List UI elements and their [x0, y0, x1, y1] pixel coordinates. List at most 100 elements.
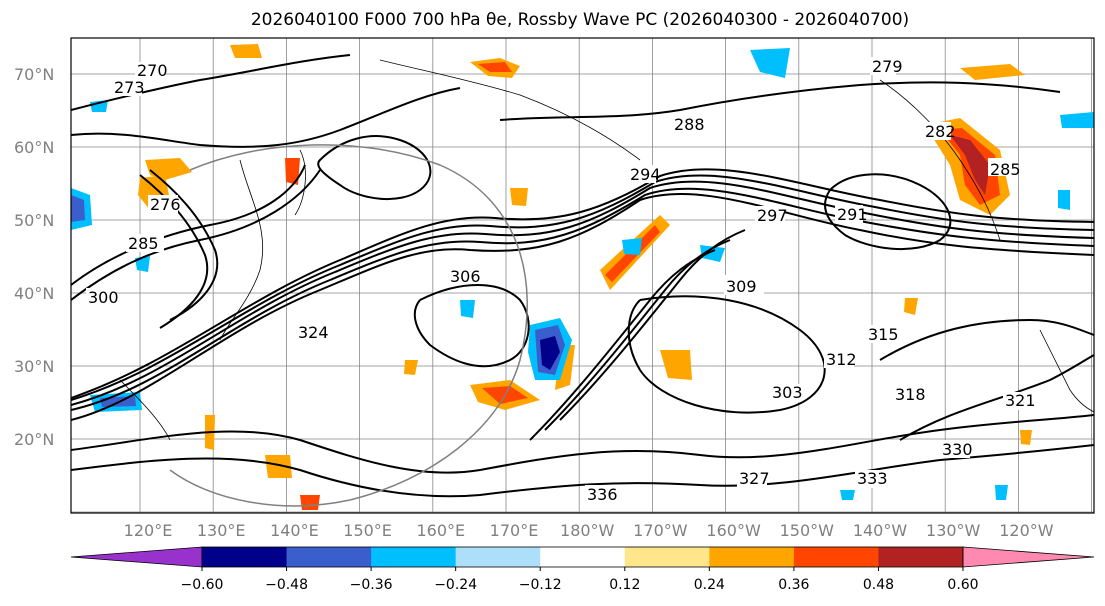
colorbar-tick-label: 0.24	[694, 577, 725, 593]
map-frame	[70, 37, 1095, 514]
warm-anomaly-shade	[285, 158, 300, 185]
lon-label: 130°W	[926, 521, 981, 540]
colorbar-segment	[878, 547, 964, 567]
contour-label: 294	[630, 165, 661, 184]
contour-label: 306	[450, 267, 481, 286]
cold-anomaly-shade	[540, 336, 560, 370]
colorbar-tick-label: 0.12	[609, 577, 640, 593]
cold-anomaly-shade	[1060, 112, 1094, 128]
warm-anomaly-shade	[950, 135, 990, 195]
colorbar-segment	[286, 547, 372, 567]
warm-anomaly-shade	[904, 298, 918, 315]
cold-anomaly-shade	[750, 48, 790, 78]
lon-label: 120°E	[124, 521, 173, 540]
cold-anomaly-shade	[995, 485, 1008, 500]
colorbar-tick-label: −0.24	[434, 577, 477, 593]
lat-label: 40°N	[14, 284, 54, 303]
contour-label: 336	[587, 485, 618, 504]
colorbar-outline	[201, 546, 964, 568]
colorbar-segment	[624, 547, 710, 567]
lat-label: 20°N	[14, 430, 54, 449]
longitude-labels: 120°E 130°E 140°E 150°E 160°E 170°E 180°W 170°W…	[124, 521, 1054, 540]
figure-title: 2026040100 F000 700 hPa θe, Rossby Wave …	[250, 10, 910, 30]
colorbar-tick-label: −0.36	[350, 577, 393, 593]
contour-label: 270	[137, 61, 168, 80]
lon-label: 120°W	[999, 521, 1054, 540]
contour-label: 282	[925, 122, 956, 141]
colorbar-segment	[371, 547, 457, 567]
colorbar-tick-label: −0.60	[181, 577, 224, 593]
colorbar-tick-label: 0.36	[778, 577, 809, 593]
lon-label: 180°W	[560, 521, 615, 540]
lon-label: 150°W	[780, 521, 835, 540]
lon-label: 140°W	[853, 521, 908, 540]
contour-label: 318	[895, 385, 926, 404]
warm-anomaly-shade	[660, 350, 692, 380]
anomaly-shading	[71, 44, 1094, 510]
cold-anomaly-shade	[840, 490, 855, 500]
lat-label: 30°N	[14, 357, 54, 376]
contour-label: 303	[772, 383, 803, 402]
contour-label: 330	[942, 440, 973, 459]
cold-anomaly-shade	[1058, 190, 1070, 210]
contour-label: 297	[757, 206, 788, 225]
theta-e-contours	[71, 54, 1094, 498]
contour-label: 285	[990, 160, 1021, 179]
map-gridlines	[71, 38, 1094, 513]
contour-labels: 279 288 282 285 291 294 297 306 309 315 …	[86, 57, 1036, 504]
latitude-labels: 70°N 60°N 50°N 40°N 30°N 20°N	[14, 65, 54, 449]
cold-anomaly-shade	[460, 300, 475, 318]
colorbar-extend-high	[962, 546, 1095, 568]
cold-anomaly-shade	[622, 238, 642, 255]
lon-label: 140°E	[270, 521, 319, 540]
lon-label: 170°E	[490, 521, 539, 540]
colorbar-segment	[540, 547, 626, 567]
colorbar-segment	[455, 547, 541, 567]
colorbar-segment	[709, 547, 795, 567]
lon-label: 130°E	[197, 521, 246, 540]
colorbar-extend-low	[70, 546, 203, 568]
coastlines	[119, 59, 1094, 441]
map-panel	[71, 38, 1094, 513]
colorbar-tick-label: −0.48	[265, 577, 308, 593]
contour-label: 291	[837, 205, 868, 224]
warm-anomaly-shade	[265, 455, 292, 478]
colorbar-tick-label: −0.12	[519, 577, 562, 593]
cold-anomaly-shade	[700, 245, 725, 262]
contour-label: 333	[857, 469, 888, 488]
contour-label: 288	[674, 115, 705, 134]
reference-circle	[169, 144, 528, 507]
colorbar-segment	[202, 547, 288, 567]
colorbar: −0.60 −0.48 −0.36 −0.24 −0.12 0.12 0.24 0.36 0.4…	[70, 546, 1095, 593]
contour-label: 321	[1005, 391, 1036, 410]
contour-label: 276	[150, 195, 181, 214]
warm-anomaly-shade	[300, 495, 320, 510]
colorbar-tick-label: 0.60	[947, 577, 978, 593]
contour-label: 300	[88, 288, 119, 307]
lat-label: 70°N	[14, 65, 54, 84]
warm-anomaly-shade	[1020, 430, 1032, 445]
lon-label: 160°W	[706, 521, 761, 540]
contour-label: 315	[868, 325, 899, 344]
warm-anomaly-shade	[230, 44, 262, 58]
contour-label: 309	[726, 277, 757, 296]
warm-anomaly-shade	[478, 62, 512, 72]
colorbar-tick-label: 0.48	[863, 577, 894, 593]
colorbar-segment	[793, 547, 879, 567]
cold-anomaly-shade	[90, 100, 108, 112]
contour-label: 285	[128, 234, 159, 253]
contour-label: 327	[739, 469, 770, 488]
warm-anomaly-shade	[960, 64, 1025, 80]
contour-label: 312	[826, 350, 857, 369]
warm-anomaly-shade	[404, 360, 418, 375]
lon-label: 150°E	[343, 521, 392, 540]
contour-label: 279	[872, 57, 903, 76]
contour-label: 324	[298, 323, 329, 342]
contour-label: 273	[114, 78, 145, 97]
lon-label: 170°W	[633, 521, 688, 540]
warm-anomaly-shade	[510, 188, 528, 206]
lat-label: 50°N	[14, 211, 54, 230]
lat-label: 60°N	[14, 138, 54, 157]
lon-label: 160°E	[416, 521, 465, 540]
